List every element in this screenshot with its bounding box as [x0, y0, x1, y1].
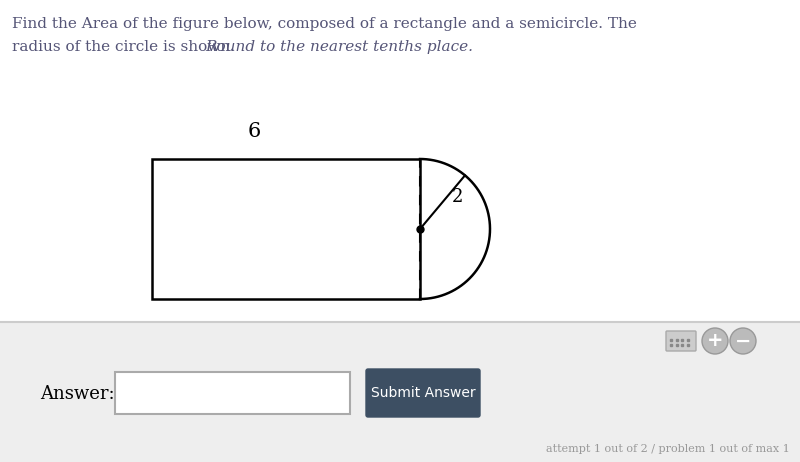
Text: attempt 1 out of 2 / problem 1 out of max 1: attempt 1 out of 2 / problem 1 out of ma…: [546, 444, 790, 454]
Text: −: −: [735, 332, 751, 351]
Bar: [0, 322, 800, 462]
Text: 6: 6: [247, 122, 261, 141]
Text: +: +: [706, 332, 723, 351]
Circle shape: [702, 328, 728, 354]
Text: Find the Area of the figure below, composed of a rectangle and a semicircle. The: Find the Area of the figure below, compo…: [12, 17, 637, 31]
FancyBboxPatch shape: [666, 331, 696, 351]
FancyBboxPatch shape: [366, 369, 480, 417]
Circle shape: [730, 328, 756, 354]
Text: 2: 2: [452, 188, 463, 206]
Bar: [152, 159, 420, 299]
Text: Answer:: Answer:: [40, 385, 114, 403]
Text: radius of the circle is shown.: radius of the circle is shown.: [12, 40, 240, 54]
Text: Submit Answer: Submit Answer: [370, 386, 475, 400]
Text: Round to the nearest tenths place.: Round to the nearest tenths place.: [205, 40, 473, 54]
Bar: [115, 372, 350, 414]
